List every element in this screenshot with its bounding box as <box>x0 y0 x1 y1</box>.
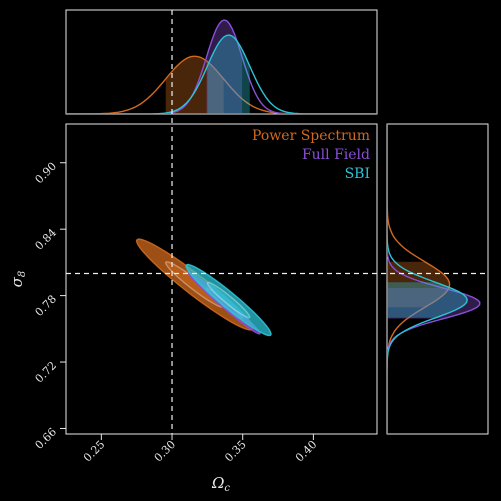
omega-marginal-layer <box>66 19 377 114</box>
y-axis-label: σ8 <box>8 271 28 288</box>
omega-band-full-field <box>206 20 243 114</box>
x-tick-label: 0.25 <box>81 438 108 465</box>
y-tick-label: 0.90 <box>33 160 60 187</box>
omega-band-sbi <box>207 35 250 114</box>
legend: Power Spectrum Full Field SBI <box>252 128 370 182</box>
legend-entry-full-field: Full Field <box>302 147 370 163</box>
omega-marginal-power-spectrum <box>66 55 377 114</box>
omega-marginal-sbi <box>66 34 377 114</box>
legend-entry-power-spectrum: Power Spectrum <box>252 128 370 144</box>
contour-sbi-1sigma <box>206 281 251 319</box>
omega-band-power-spectrum <box>165 56 224 114</box>
x-axis-label: Ωc <box>211 474 230 494</box>
reference-lines <box>66 10 488 434</box>
y-tick-label: 0.72 <box>33 359 60 386</box>
omega-marginal-full-field <box>66 19 377 114</box>
x-tick-label: 0.35 <box>222 438 249 465</box>
contour-layer <box>136 238 272 337</box>
sigma8-marginal-sbi <box>387 124 468 434</box>
legend-entry-sbi: SBI <box>345 166 370 182</box>
y-tick-label: 0.84 <box>33 226 60 253</box>
sigma8-marginal-full-field <box>387 124 481 434</box>
y-tick-label: 0.78 <box>33 293 60 320</box>
x-tick-label: 0.30 <box>152 438 179 465</box>
sigma8-marginal-layer <box>387 124 481 434</box>
main-panel <box>65 123 378 435</box>
sigma8-band-full-field <box>387 288 480 319</box>
sigma8-band-sbi <box>387 282 468 318</box>
right-marginal-panel <box>386 123 489 435</box>
axis-ticks: 0.25 0.30 0.35 0.40 0.66 0.72 0.78 0.84 0.90 <box>33 160 320 465</box>
top-marginal-panel <box>65 9 378 115</box>
x-tick-label: 0.40 <box>293 438 320 465</box>
sigma8-marginal-power-spectrum <box>387 124 451 434</box>
y-tick-label: 0.66 <box>33 425 60 452</box>
